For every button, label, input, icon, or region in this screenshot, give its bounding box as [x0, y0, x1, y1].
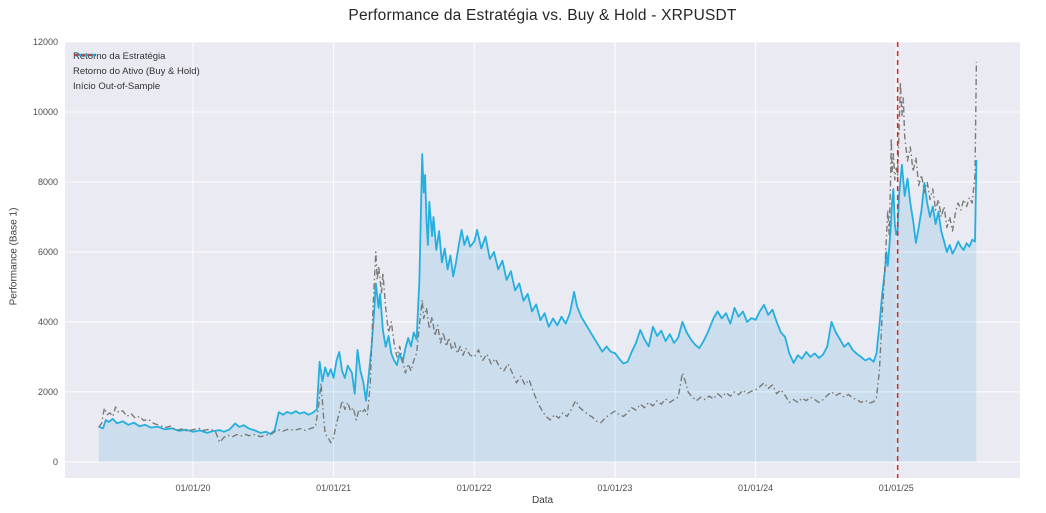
- x-axis-label: Data: [531, 495, 554, 506]
- x-tick-label: 01/01/25: [879, 483, 914, 493]
- plot-background: [65, 42, 1020, 478]
- strategy-line: [98, 153, 978, 435]
- x-tick-label: 01/01/20: [175, 483, 210, 493]
- x-tick-label: 01/01/23: [597, 483, 632, 493]
- legend-item-buyhold: Retorno do Ativo (Buy & Hold): [73, 54, 200, 77]
- legend-label-strategy: Retorno da Estratégia: [73, 50, 166, 62]
- y-tick-label: 12000: [33, 37, 58, 47]
- x-tick-label: 01/01/21: [316, 483, 351, 493]
- y-tick-label: 2000: [38, 387, 58, 397]
- y-tick-label: 4000: [38, 317, 58, 327]
- buyhold-line: [98, 61, 978, 444]
- chart-title: Performance da Estratégia vs. Buy & Hold…: [348, 7, 737, 24]
- legend: Retorno da Estratégia Retorno do Ativo (…: [73, 50, 200, 92]
- y-tick-label: 0: [53, 457, 58, 467]
- legend-item-oos: Início Out-of-Sample: [73, 54, 200, 92]
- y-axis-label: Performance (Base 1): [8, 207, 20, 306]
- legend-label-buyhold: Retorno do Ativo (Buy & Hold): [73, 65, 200, 77]
- x-tick-label: 01/01/24: [738, 483, 773, 493]
- legend-label-oos: Início Out-of-Sample: [73, 80, 161, 92]
- x-tick-label: 01/01/22: [457, 483, 492, 493]
- y-tick-label: 10000: [33, 107, 58, 117]
- strategy-area-fill: [98, 154, 977, 462]
- y-tick-label: 6000: [38, 247, 58, 257]
- oos-line-swatch-icon: [74, 54, 96, 56]
- y-tick-label: 8000: [38, 177, 58, 187]
